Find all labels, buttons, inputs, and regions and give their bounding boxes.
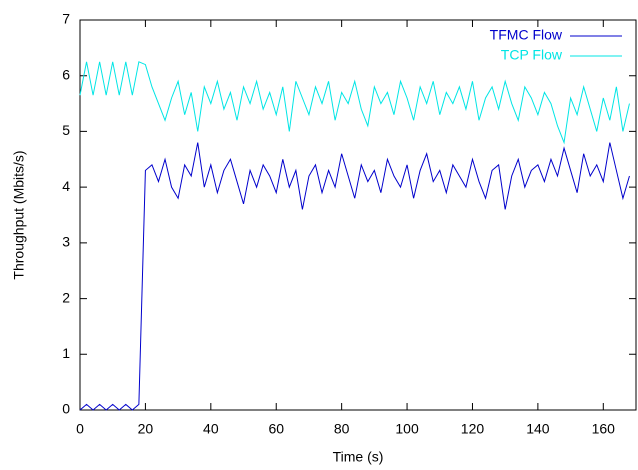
y-tick-label: 3 bbox=[62, 234, 70, 250]
x-tick-label: 140 bbox=[526, 421, 550, 437]
legend-label: TCP Flow bbox=[501, 47, 563, 63]
x-tick-label: 60 bbox=[268, 421, 284, 437]
x-tick-label: 160 bbox=[592, 421, 616, 437]
x-tick-label: 120 bbox=[461, 421, 485, 437]
y-tick-label: 7 bbox=[62, 11, 70, 27]
x-tick-label: 20 bbox=[138, 421, 154, 437]
x-axis-label: Time (s) bbox=[333, 449, 384, 465]
data-line bbox=[79, 61, 630, 145]
y-axis-label: Throughput (Mbits/s) bbox=[11, 150, 27, 279]
legend-label: TFMC Flow bbox=[490, 27, 563, 43]
x-tick-label: 80 bbox=[334, 421, 350, 437]
y-tick-label: 4 bbox=[62, 178, 70, 194]
y-tick-label: 2 bbox=[62, 289, 70, 305]
plot-frame bbox=[79, 19, 637, 411]
y-tick-label: 6 bbox=[62, 66, 70, 82]
y-tick-label: 1 bbox=[62, 345, 70, 361]
x-tick-label: 100 bbox=[395, 421, 419, 437]
y-tick-label: 5 bbox=[62, 122, 70, 138]
x-tick-label: 40 bbox=[203, 421, 219, 437]
x-tick-label: 0 bbox=[76, 421, 84, 437]
y-tick-label: 0 bbox=[62, 401, 70, 417]
data-line bbox=[79, 142, 630, 411]
